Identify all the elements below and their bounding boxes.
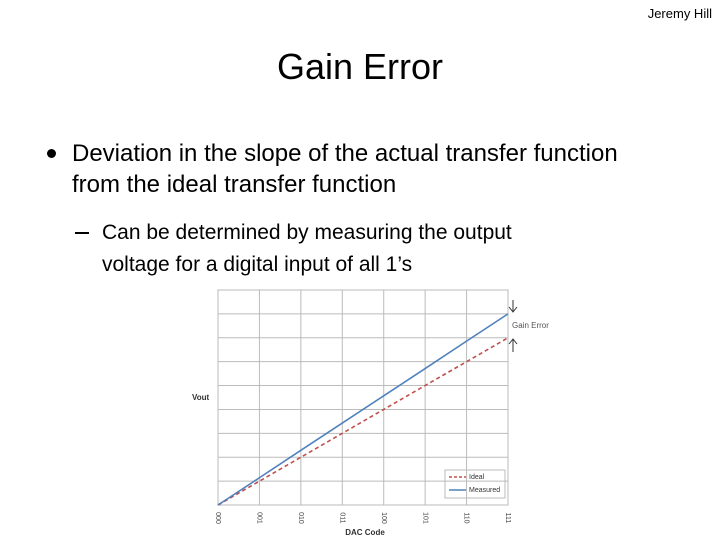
series-line <box>217 313 509 506</box>
x-tick-label: 000 <box>214 512 221 524</box>
x-tick-label: 110 <box>463 512 470 523</box>
bullet-text: Deviation in the slope of the actual tra… <box>72 140 618 198</box>
annotation: Gain Error <box>512 321 549 330</box>
arrow-up <box>508 338 518 352</box>
sub-bullet-text: Can be determined by measuring the outpu… <box>102 221 512 276</box>
arrow-down <box>508 300 518 313</box>
sub-bullet-marker <box>75 232 89 234</box>
legend <box>444 469 506 499</box>
bullet-marker <box>47 149 56 158</box>
x-tick-label: 100 <box>380 512 387 524</box>
x-tick-label: 010 <box>297 512 304 524</box>
author: Jeremy Hill <box>647 6 712 21</box>
legend-label: Measured <box>469 487 500 494</box>
x-tick-label: 101 <box>421 512 428 524</box>
x-tick-label: 011 <box>338 512 345 523</box>
legend-label: Ideal <box>469 474 485 481</box>
x-axis-label: DAC Code <box>345 528 385 537</box>
plot-area <box>217 289 509 506</box>
x-tick-label: 001 <box>256 512 263 524</box>
x-tick-label: 111 <box>504 513 511 524</box>
y-axis-label: Vout <box>192 393 210 402</box>
slide-title: Gain Error <box>276 46 444 87</box>
